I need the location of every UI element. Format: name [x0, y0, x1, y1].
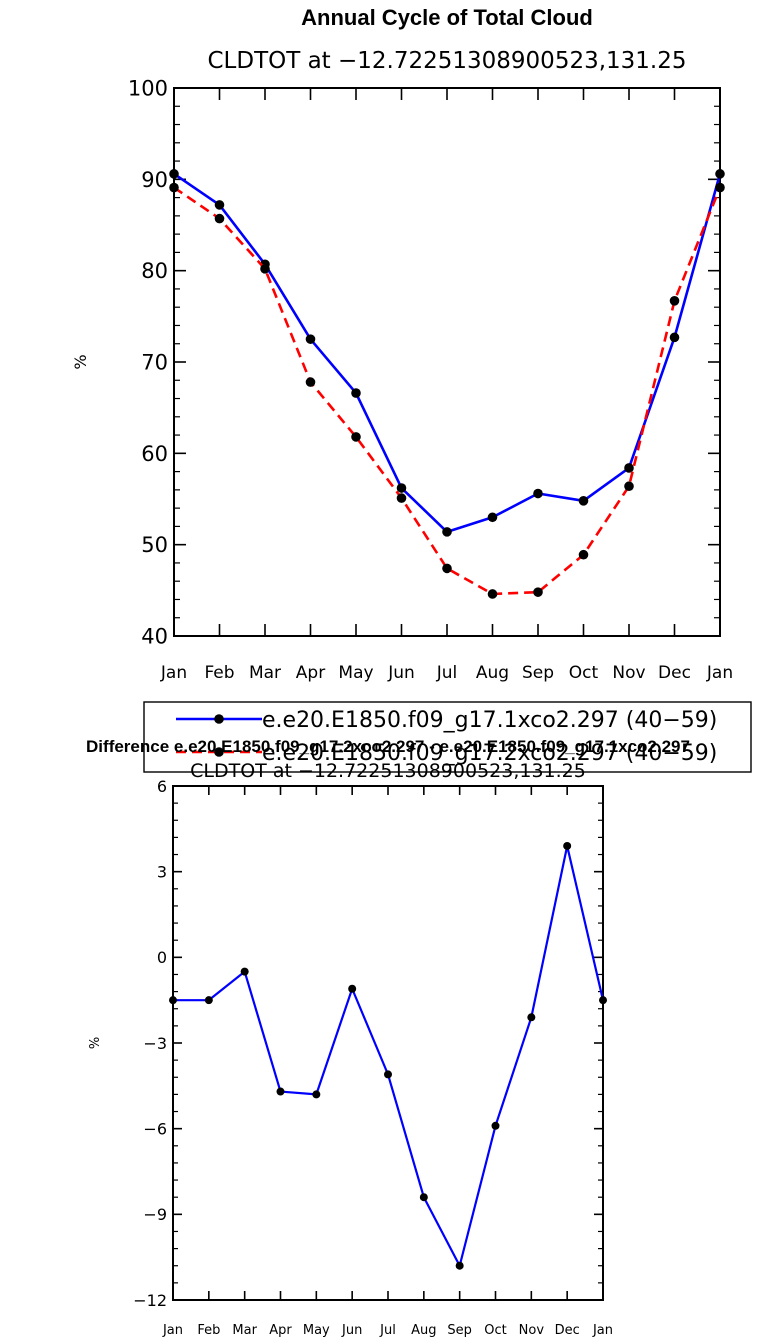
data-point	[669, 296, 680, 306]
series-line-1	[173, 172, 722, 534]
annual-cycle-chart: Annual Cycle of Total Cloud CLDTOT at −12…	[71, 5, 733, 683]
x-tick-label: Mar	[232, 1323, 257, 1338]
y-tick-label: 3	[157, 862, 167, 881]
data-point	[419, 1193, 428, 1202]
data-point	[214, 213, 225, 224]
x-tick-label: May	[303, 1323, 330, 1338]
data-point	[715, 182, 725, 193]
plot-frame	[173, 87, 721, 637]
x-tick-label: Jan	[160, 663, 187, 683]
data-point	[491, 1121, 500, 1130]
x-tick-label: Jan	[592, 1323, 613, 1338]
y-tick-label: 0	[157, 948, 167, 967]
chart-title: Annual Cycle of Total Cloud	[301, 5, 593, 30]
x-tick-label: Jun	[387, 663, 415, 683]
x-tick-label: Nov	[519, 1323, 545, 1338]
x-tick-label: Dec	[555, 1323, 580, 1338]
chart-title: Difference e.e20.E1850.f09_g17.2xco2.297…	[86, 737, 690, 756]
x-tick-label: Oct	[569, 663, 599, 683]
y-tick-label: 6	[157, 777, 167, 796]
data-point	[624, 463, 634, 473]
legend-label-2: e.e20.E1850.f09_g17.2xco2.297 (40−59)	[262, 741, 717, 766]
data-point	[396, 483, 407, 493]
y-tick-label: 100	[128, 77, 168, 101]
data-point	[260, 264, 270, 274]
y-tick-label: 60	[141, 442, 168, 466]
data-point	[312, 1090, 321, 1099]
data-point	[533, 587, 543, 597]
x-tick-label: Mar	[249, 663, 281, 683]
data-point	[578, 496, 589, 506]
y-axis-label: %	[88, 1037, 103, 1049]
legend-marker	[214, 714, 224, 724]
data-point	[169, 169, 179, 179]
data-point	[563, 841, 572, 850]
data-point	[305, 377, 316, 387]
data-point	[351, 388, 361, 398]
difference-chart: Difference e.e20.E1850.f09_g17.2xco2.297…	[86, 737, 690, 1338]
data-point	[348, 984, 357, 993]
data-point	[578, 549, 589, 560]
y-tick-label: −12	[133, 1291, 167, 1310]
data-point	[351, 432, 361, 442]
data-point	[204, 996, 213, 1005]
plot-frame	[172, 785, 604, 1301]
x-tick-label: Sep	[522, 663, 554, 683]
y-tick-label: −9	[143, 1205, 167, 1224]
y-tick-label: 50	[141, 533, 168, 557]
data-point	[599, 996, 607, 1005]
y-axis-label: %	[71, 354, 90, 369]
y-tick-label: 40	[141, 625, 168, 649]
data-point	[624, 481, 634, 492]
y-tick-label: 70	[141, 351, 168, 375]
data-point	[487, 589, 498, 599]
data-point	[455, 1261, 464, 1270]
legend: e.e20.E1850.f09_g17.1xco2.297 (40−59) e.e…	[143, 701, 752, 773]
data-point	[214, 200, 225, 210]
y-tick-label: −6	[143, 1119, 167, 1138]
x-tick-label: Apr	[296, 663, 325, 683]
x-tick-label: Aug	[476, 663, 509, 683]
data-point	[527, 1013, 536, 1022]
chart-subtitle: CLDTOT at −12.72251308900523,131.25	[190, 760, 586, 782]
data-point	[396, 493, 407, 503]
data-point	[533, 488, 543, 499]
x-tick-label: Oct	[484, 1323, 506, 1338]
x-tick-label: Feb	[197, 1323, 220, 1338]
x-tick-label: Jul	[436, 663, 458, 683]
data-point	[487, 512, 498, 523]
y-tick-label: −3	[143, 1034, 167, 1053]
legend-box	[143, 701, 752, 773]
x-tick-label: Jan	[706, 663, 733, 683]
legend-label-1: e.e20.E1850.f09_g17.1xco2.297 (40−59)	[262, 708, 717, 733]
data-point	[442, 563, 452, 574]
data-point	[240, 967, 249, 976]
x-tick-label: Nov	[612, 663, 645, 683]
data-point	[715, 169, 725, 179]
data-point	[669, 332, 680, 343]
data-point	[442, 527, 452, 537]
y-tick-label: 90	[141, 168, 168, 192]
x-tick-label: Jan	[162, 1323, 183, 1338]
data-point	[276, 1087, 285, 1096]
legend-marker	[214, 747, 224, 757]
y-tick-label: 80	[141, 259, 168, 283]
x-tick-label: Feb	[204, 663, 234, 683]
x-tick-label: Jun	[341, 1323, 362, 1338]
x-tick-label: Jul	[379, 1323, 396, 1338]
series-line-1	[173, 844, 605, 1267]
x-tick-label: Sep	[447, 1323, 472, 1338]
x-tick-label: May	[338, 663, 373, 683]
x-tick-label: Dec	[658, 663, 691, 683]
data-point	[305, 334, 316, 344]
x-tick-label: Aug	[411, 1323, 436, 1338]
data-point	[169, 996, 177, 1005]
data-point	[384, 1070, 392, 1079]
data-point	[169, 182, 179, 193]
x-tick-label: Apr	[269, 1323, 292, 1338]
chart-subtitle: CLDTOT at −12.72251308900523,131.25	[207, 48, 686, 74]
